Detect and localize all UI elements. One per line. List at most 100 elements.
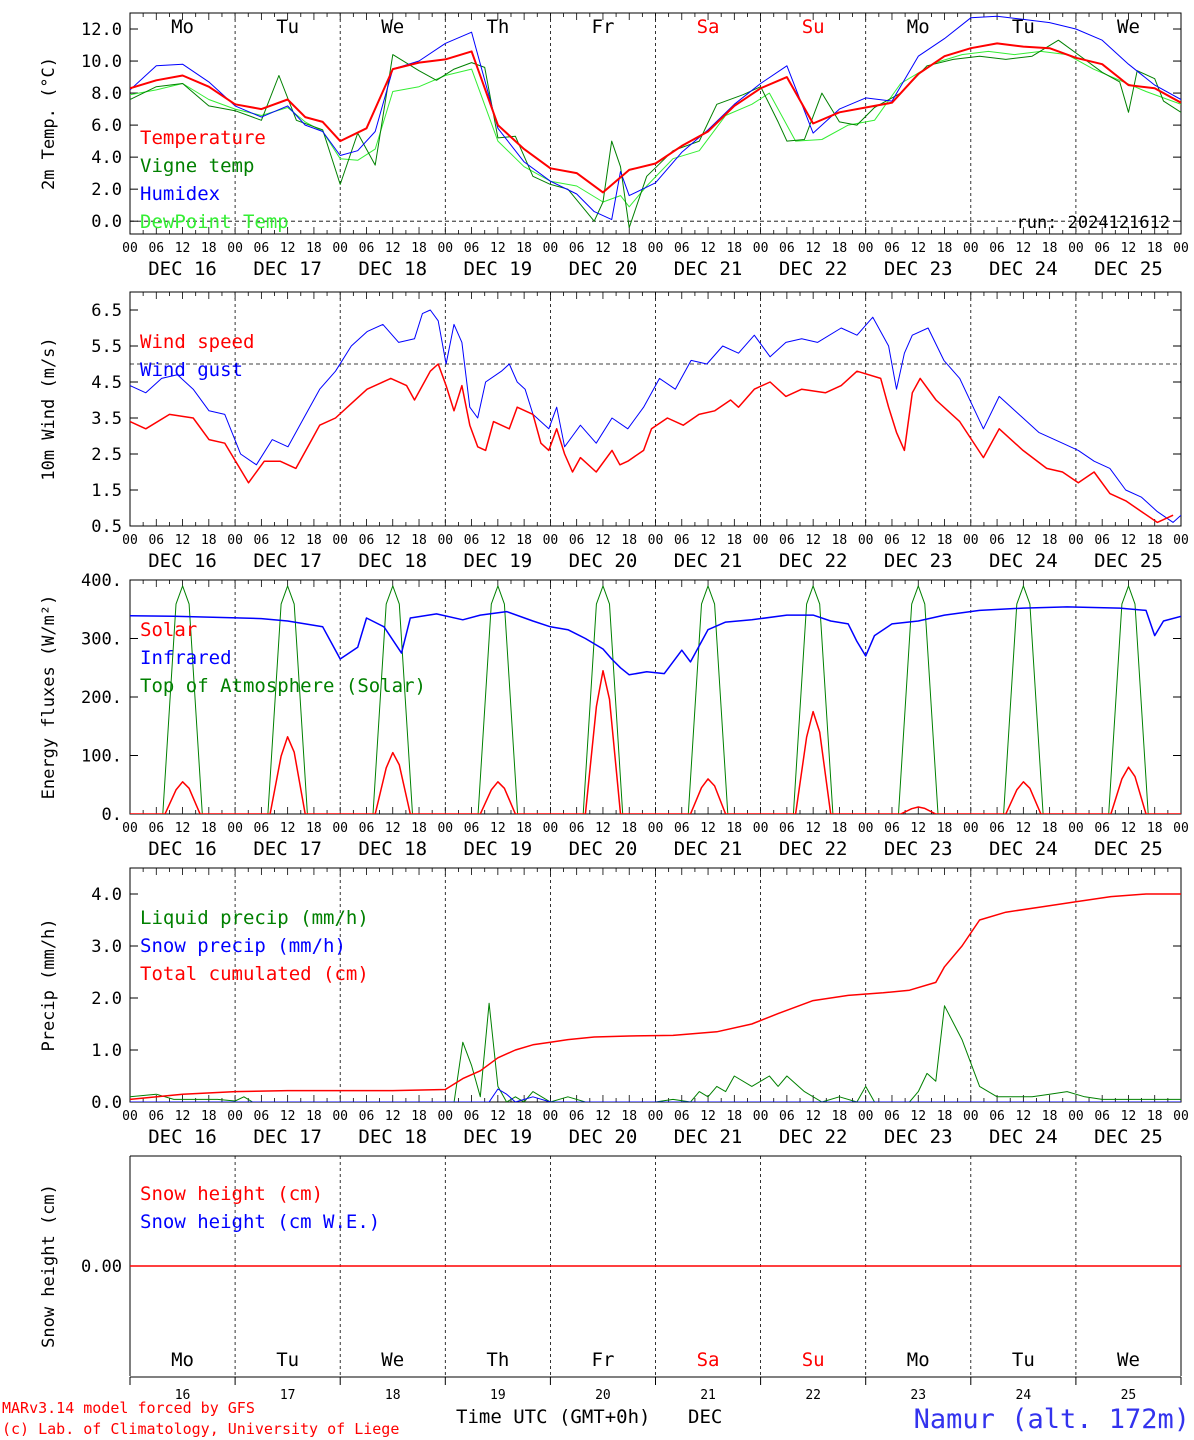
hour-tick-label: 12 [1121, 1109, 1137, 1124]
day-abbr-label: Th [486, 1349, 509, 1371]
hour-tick-label: 12 [700, 1109, 716, 1124]
day-date-label: DEC 25 [1094, 1126, 1163, 1148]
hour-tick-label: 18 [937, 533, 953, 548]
hour-tick-label: 18 [1147, 241, 1163, 256]
hour-tick-label: 18 [411, 1109, 427, 1124]
day-number-label: 18 [385, 1388, 401, 1403]
x-axis-label: Time UTC (GMT+0h) [456, 1406, 650, 1428]
y-tick-label: 8.0 [91, 84, 122, 104]
day-date-label: DEC 20 [569, 258, 638, 280]
day-number-label: 16 [175, 1388, 191, 1403]
hour-tick-label: 06 [779, 533, 795, 548]
hour-tick-label: 12 [700, 821, 716, 836]
hour-tick-label: 00 [122, 821, 138, 836]
day-abbr-label: Fr [592, 16, 615, 38]
day-date-label: DEC 22 [779, 258, 848, 280]
hour-tick-label: 18 [832, 821, 848, 836]
day-date-label: DEC 16 [148, 1126, 217, 1148]
day-abbr-label: Th [486, 16, 509, 38]
panel-energy [129, 579, 1182, 815]
day-number-label: 17 [280, 1388, 296, 1403]
hour-tick-label: 12 [1016, 241, 1032, 256]
day-abbr-label: We [1117, 1349, 1140, 1371]
hour-tick-label: 18 [726, 1109, 742, 1124]
hour-tick-label: 00 [1173, 533, 1189, 548]
credit-line: MARv3.14 model forced by GFS [2, 1399, 255, 1417]
hour-tick-label: 06 [884, 533, 900, 548]
hour-tick-label: 06 [884, 821, 900, 836]
hour-tick-label: 06 [148, 533, 164, 548]
hour-tick-label: 18 [832, 241, 848, 256]
hour-tick-label: 06 [569, 533, 585, 548]
day-abbr-label: Tu [1012, 1349, 1035, 1371]
hour-tick-label: 18 [832, 533, 848, 548]
series-group [130, 893, 1181, 1102]
day-date-label: DEC 17 [253, 838, 322, 860]
day-date-label: DEC 21 [674, 258, 743, 280]
series-line-infrared [130, 606, 1181, 676]
day-number-label: 25 [1121, 1388, 1137, 1403]
day-date-label: DEC 20 [569, 550, 638, 572]
hour-tick-label: 12 [805, 241, 821, 256]
day-date-label: DEC 24 [989, 258, 1058, 280]
panel-wind [129, 291, 1182, 527]
series-line-temperature [130, 42, 1181, 194]
hour-tick-label: 00 [122, 533, 138, 548]
hour-tick-label: 12 [385, 533, 401, 548]
hour-tick-label: 00 [753, 533, 769, 548]
hour-tick-label: 00 [227, 241, 243, 256]
day-abbr-label: Mo [907, 1349, 930, 1371]
hour-tick-label: 18 [621, 533, 637, 548]
credit-line: (c) Lab. of Climatology, University of L… [2, 1420, 399, 1438]
hour-tick-label: 06 [359, 533, 375, 548]
day-date-label: DEC 21 [674, 1126, 743, 1148]
day-date-label: DEC 16 [148, 258, 217, 280]
hour-tick-label: 00 [1068, 241, 1084, 256]
hour-tick-label: 00 [1068, 533, 1084, 548]
y-tick-label: 0.0 [91, 1093, 122, 1113]
day-abbr-label: Su [802, 16, 825, 38]
hour-tick-label: 18 [937, 821, 953, 836]
y-tick-label: 300. [81, 630, 122, 650]
y-tick-label: 6.5 [91, 301, 122, 321]
hour-tick-label: 06 [884, 241, 900, 256]
hour-tick-label: 18 [201, 241, 217, 256]
hour-tick-label: 12 [805, 533, 821, 548]
hour-tick-label: 18 [516, 533, 532, 548]
day-date-label: DEC 21 [674, 550, 743, 572]
day-abbr-label: Su [802, 1349, 825, 1371]
hour-tick-label: 06 [464, 821, 480, 836]
hour-tick-label: 06 [1094, 241, 1110, 256]
series-line-wind-gust [130, 309, 1181, 523]
series-line-toa-solar [130, 585, 1181, 814]
day-abbr-label: Tu [1012, 16, 1035, 38]
hour-tick-label: 00 [648, 1109, 664, 1124]
hour-tick-label: 00 [227, 1109, 243, 1124]
hour-tick-label: 12 [1121, 821, 1137, 836]
y-tick-label: 0.00 [81, 1257, 122, 1277]
day-abbr-label: Mo [171, 16, 194, 38]
hour-tick-label: 06 [674, 533, 690, 548]
hour-tick-label: 06 [464, 241, 480, 256]
hour-tick-label: 00 [963, 533, 979, 548]
hour-tick-label: 00 [753, 821, 769, 836]
hour-tick-label: 18 [306, 241, 322, 256]
hour-tick-label: 00 [1068, 821, 1084, 836]
hour-tick-label: 00 [543, 821, 559, 836]
y-tick-label: 4.0 [91, 148, 122, 168]
hour-tick-label: 12 [490, 821, 506, 836]
hour-tick-label: 06 [989, 1109, 1005, 1124]
legend-entry: Vigne temp [140, 155, 254, 177]
series-line-wind-speed [130, 363, 1174, 524]
run-label: run: 2024121612 [1016, 213, 1170, 233]
hour-tick-label: 06 [569, 1109, 585, 1124]
hour-tick-label: 00 [437, 533, 453, 548]
hour-tick-label: 12 [175, 1109, 191, 1124]
day-date-label: DEC 24 [989, 838, 1058, 860]
hour-tick-label: 12 [490, 1109, 506, 1124]
hour-tick-label: 00 [858, 1109, 874, 1124]
hour-tick-label: 18 [937, 1109, 953, 1124]
day-date-label: DEC 18 [358, 258, 427, 280]
hour-tick-label: 12 [595, 821, 611, 836]
day-number-label: 21 [700, 1388, 716, 1403]
